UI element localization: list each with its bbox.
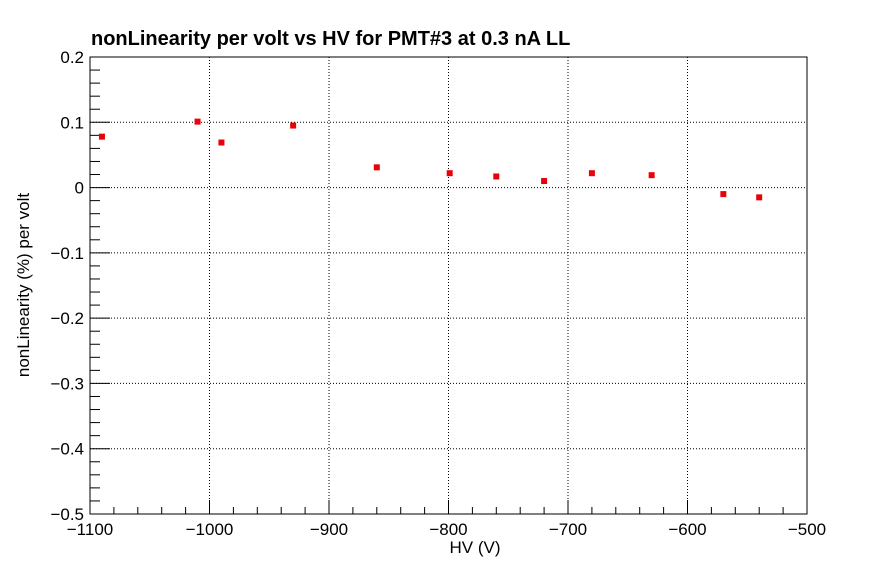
plot-frame <box>89 56 808 515</box>
data-point <box>446 170 453 177</box>
data-point <box>194 118 201 125</box>
data-point <box>756 194 763 201</box>
y-axis-label: nonLinearity (%) per volt <box>14 193 33 378</box>
grid-lines <box>90 57 807 514</box>
data-point <box>541 178 548 185</box>
x-tick-label: −700 <box>549 520 587 539</box>
x-tick-label: −1100 <box>67 520 113 539</box>
y-tick-label: −0.5 <box>50 505 84 524</box>
x-axis-label: HV (V) <box>450 538 501 557</box>
x-tick-labels: −1100 −1000 −900 −800 −700 −600 −500 <box>67 520 826 539</box>
data-point <box>373 164 380 171</box>
data-point <box>493 173 500 180</box>
y-tick-label: −0.3 <box>50 374 84 393</box>
data-point <box>290 122 297 129</box>
y-tick-label: 0.2 <box>60 48 84 67</box>
x-tick-label: −800 <box>429 520 467 539</box>
y-tick-label: −0.4 <box>50 440 84 459</box>
x-tick-label: −500 <box>788 520 826 539</box>
y-tick-label: −0.1 <box>50 244 84 263</box>
y-tick-label: −0.2 <box>50 309 84 328</box>
x-tick-label: −1000 <box>186 520 234 539</box>
chart-title: nonLinearity per volt vs HV for PMT#3 at… <box>91 28 570 50</box>
data-point <box>720 191 727 198</box>
y-tick-labels: 0.2 0.1 0 −0.1 −0.2 −0.3 −0.4 −0.5 <box>50 48 84 524</box>
y-tick-label: 0.1 <box>60 113 84 132</box>
data-point <box>648 172 655 179</box>
data-points <box>98 118 763 201</box>
data-point <box>218 139 225 146</box>
data-point <box>98 133 105 140</box>
x-tick-label: −600 <box>668 520 706 539</box>
data-point <box>588 170 595 177</box>
y-tick-label: 0 <box>75 179 84 198</box>
x-tick-label: −900 <box>310 520 348 539</box>
